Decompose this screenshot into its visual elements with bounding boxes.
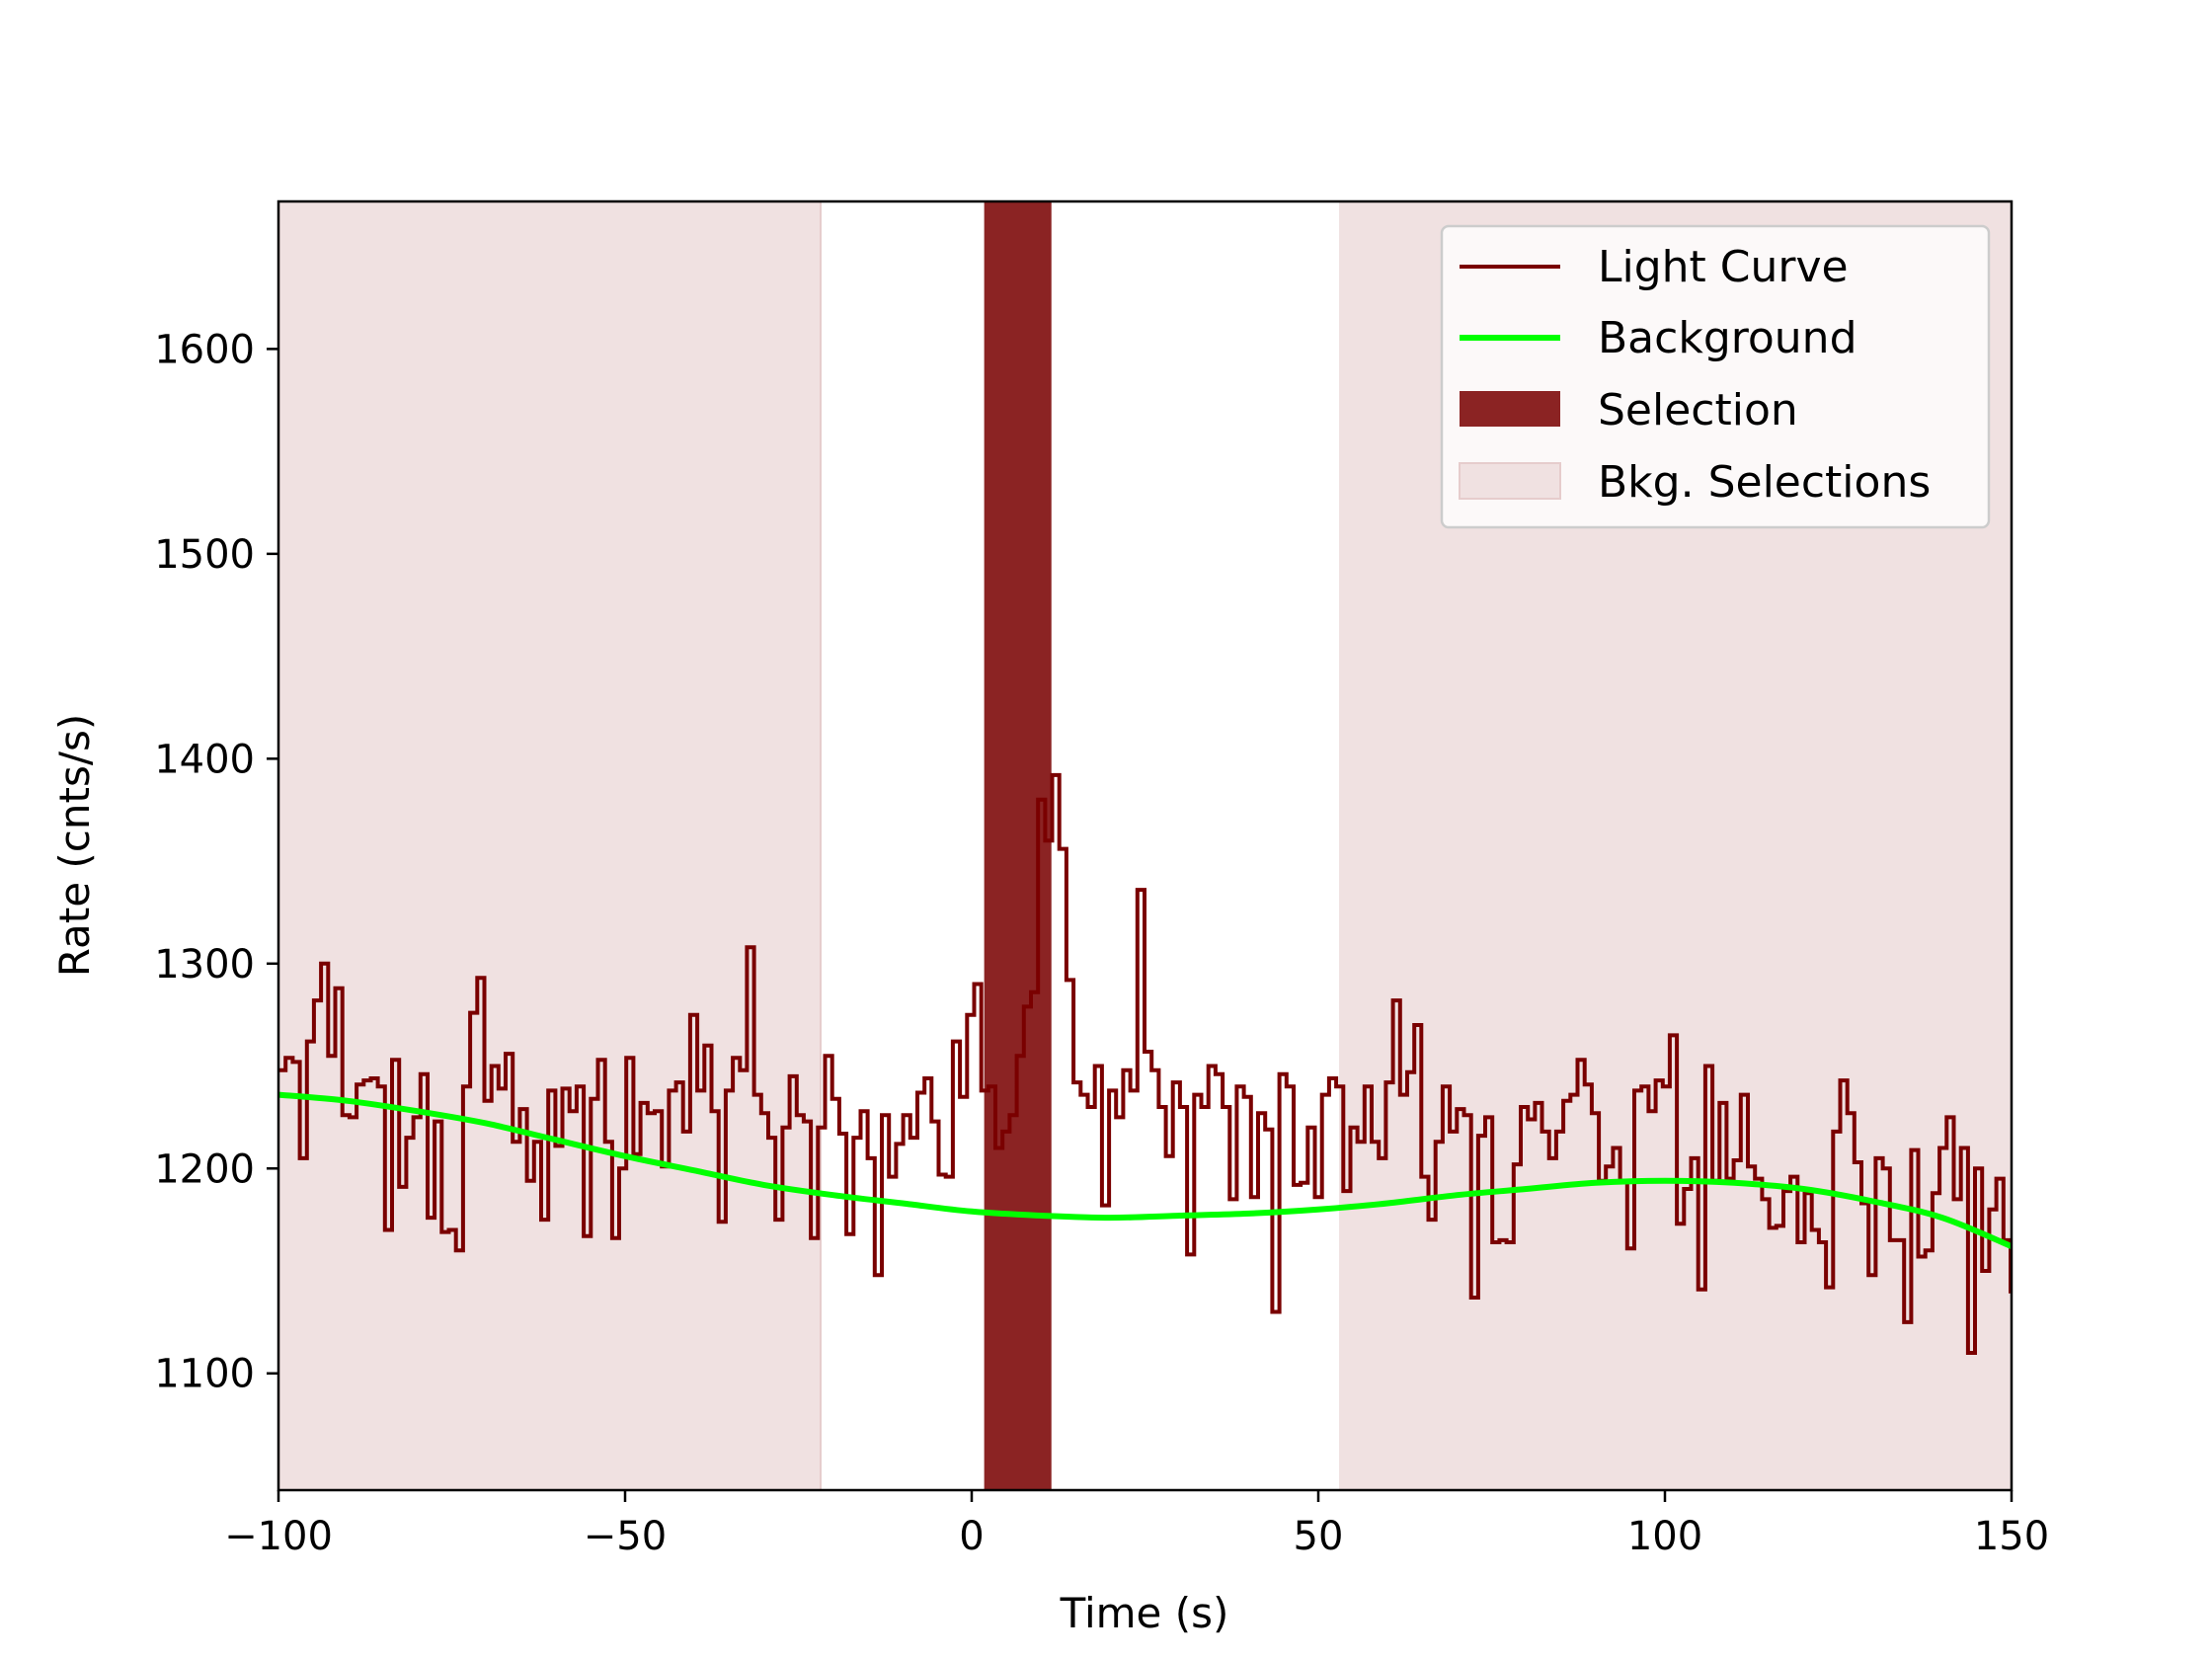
- y-axis: 1100 1200 1300 1400 1500 1600: [154, 327, 278, 1397]
- x-tick-label: −100: [224, 1514, 333, 1559]
- legend-light-curve-label: Light Curve: [1598, 242, 1849, 292]
- legend-background-label: Background: [1598, 313, 1857, 363]
- light-curve-layer: [278, 772, 2013, 1355]
- x-tick-label: 150: [1974, 1514, 2049, 1559]
- light-curve-line: [278, 772, 2013, 1355]
- x-tick-label: 100: [1627, 1514, 1702, 1559]
- y-tick-label: 1100: [154, 1352, 255, 1397]
- y-tick-label: 1200: [154, 1146, 255, 1192]
- legend-selection-label: Selection: [1598, 385, 1798, 435]
- legend: Light Curve Background Selection Bkg. Se…: [1440, 224, 1991, 529]
- background-model-line: [277, 1091, 2014, 1249]
- y-tick-label: 1600: [154, 327, 255, 372]
- y-tick-label: 1300: [154, 942, 255, 988]
- y-axis-label: Rate (cnts/s): [50, 714, 99, 978]
- selection-layer: [984, 201, 1052, 1490]
- legend-bkg-selections-swatch: [1459, 462, 1561, 500]
- x-tick-label: 0: [959, 1514, 984, 1559]
- plot-frame: [276, 199, 2014, 1492]
- y-tick-label: 1400: [154, 737, 255, 782]
- x-tick-label: −50: [584, 1514, 667, 1559]
- y-tick-label: 1500: [154, 532, 255, 578]
- x-axis: −100 −50 0 50 100 150: [224, 1490, 2049, 1559]
- selection-region: [984, 201, 1052, 1490]
- legend-selection-swatch: [1460, 391, 1560, 427]
- legend-box: [1440, 224, 1991, 529]
- bkg-selection-region-0: [278, 201, 821, 1490]
- x-tick-label: 50: [1294, 1514, 1344, 1559]
- x-axis-label: Time (s): [1060, 1589, 1229, 1637]
- background-curve-layer: [277, 1091, 2014, 1249]
- legend-bkg-selections-label: Bkg. Selections: [1598, 457, 1931, 508]
